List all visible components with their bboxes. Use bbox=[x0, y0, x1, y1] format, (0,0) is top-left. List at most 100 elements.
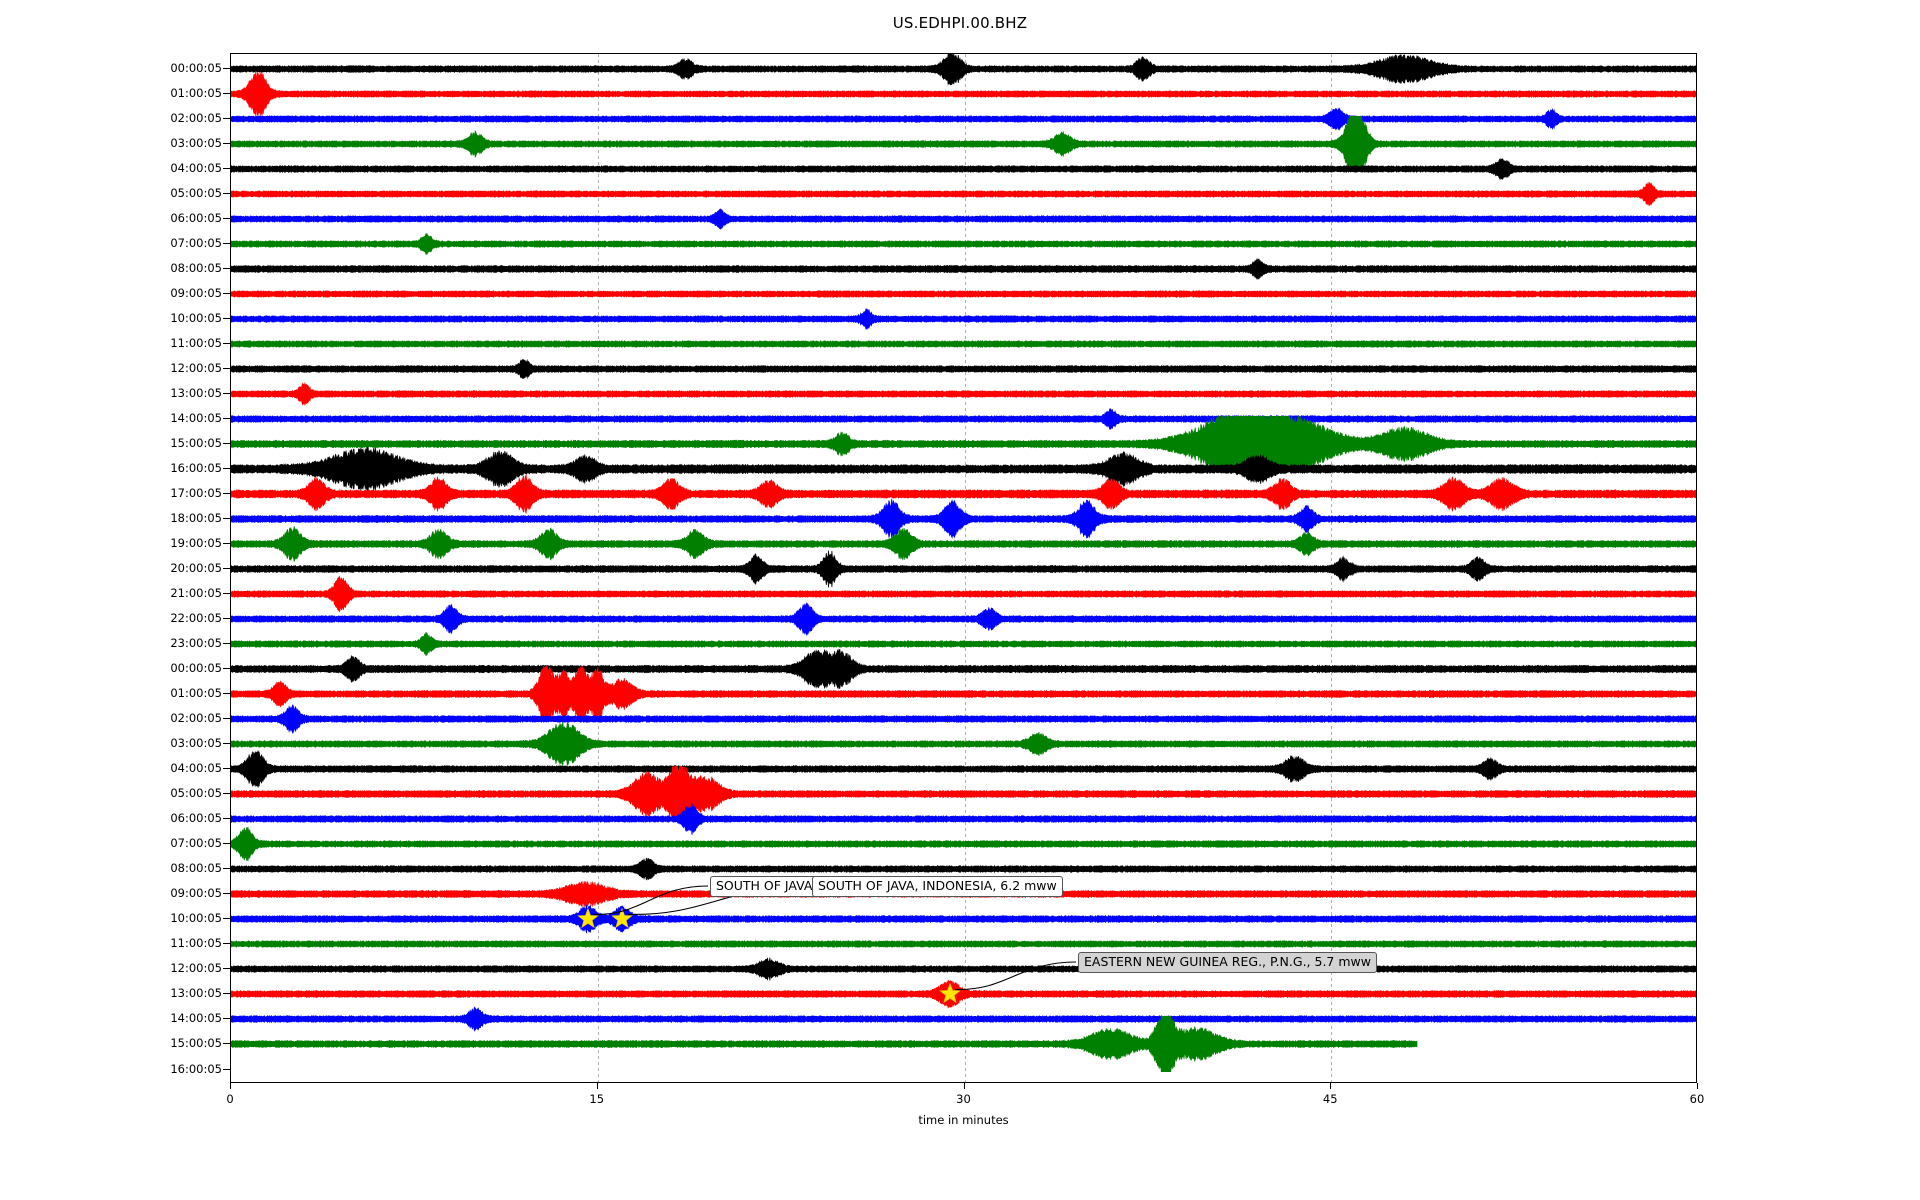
y-axis-tick-mark bbox=[223, 1018, 230, 1019]
y-axis-tick-mark bbox=[223, 818, 230, 819]
y-axis-tick-mark bbox=[223, 668, 230, 669]
y-axis-tick-mark bbox=[223, 243, 230, 244]
x-axis-tick-mark bbox=[230, 1083, 231, 1089]
y-axis-tick-mark bbox=[223, 768, 230, 769]
x-axis-tick-label: 45 bbox=[1323, 1092, 1338, 1106]
y-axis-tick-mark bbox=[223, 518, 230, 519]
y-axis-tick-mark bbox=[223, 718, 230, 719]
y-axis-tick-mark bbox=[223, 143, 230, 144]
y-axis-tick-mark bbox=[223, 993, 230, 994]
y-axis-tick-mark bbox=[223, 793, 230, 794]
y-axis-tick-mark bbox=[223, 68, 230, 69]
y-axis-tick-mark bbox=[223, 168, 230, 169]
y-axis-tick-label: 07:00:05 bbox=[170, 236, 222, 250]
y-axis-tick-label: 03:00:05 bbox=[170, 736, 222, 750]
y-axis-tick-label: 08:00:05 bbox=[170, 861, 222, 875]
y-axis-tick-mark bbox=[223, 268, 230, 269]
y-axis-tick-mark bbox=[223, 93, 230, 94]
y-axis-tick-label: 02:00:05 bbox=[170, 111, 222, 125]
y-axis-tick-mark bbox=[223, 443, 230, 444]
y-axis-tick-label: 08:00:05 bbox=[170, 261, 222, 275]
y-axis-tick-mark bbox=[223, 968, 230, 969]
y-axis-tick-label: 22:00:05 bbox=[170, 611, 222, 625]
y-axis-tick-label: 01:00:05 bbox=[170, 86, 222, 100]
y-axis-tick-mark bbox=[223, 618, 230, 619]
y-axis-tick-label: 10:00:05 bbox=[170, 911, 222, 925]
y-axis-tick-label: 17:00:05 bbox=[170, 486, 222, 500]
y-axis-tick-mark bbox=[223, 743, 230, 744]
y-axis-tick-mark bbox=[223, 943, 230, 944]
y-axis-tick-labels: 00:00:05 01:00:05 02:00:05 03:00:05 04:00:05… bbox=[0, 0, 222, 1200]
y-axis-tick-mark bbox=[223, 568, 230, 569]
y-axis-tick-label: 13:00:05 bbox=[170, 986, 222, 1000]
y-axis-tick-label: 00:00:05 bbox=[170, 661, 222, 675]
y-axis-tick-label: 15:00:05 bbox=[170, 1036, 222, 1050]
y-axis-tick-label: 04:00:05 bbox=[170, 761, 222, 775]
y-axis-tick-label: 14:00:05 bbox=[170, 1011, 222, 1025]
y-axis-tick-label: 21:00:05 bbox=[170, 586, 222, 600]
y-axis-tick-mark bbox=[223, 643, 230, 644]
y-axis-tick-label: 05:00:05 bbox=[170, 186, 222, 200]
y-axis-tick-mark bbox=[223, 393, 230, 394]
x-axis-tick-mark bbox=[964, 1083, 965, 1089]
x-axis-tick-label: 60 bbox=[1690, 1092, 1705, 1106]
event-annotation-label[interactable]: EASTERN NEW GUINEA REG., P.N.G., 5.7 mww bbox=[1078, 952, 1377, 973]
y-axis-tick-label: 19:00:05 bbox=[170, 536, 222, 550]
y-axis-tick-mark bbox=[223, 843, 230, 844]
y-axis-tick-mark bbox=[223, 468, 230, 469]
y-axis-tick-mark bbox=[223, 293, 230, 294]
y-axis-tick-label: 06:00:05 bbox=[170, 811, 222, 825]
y-axis-tick-mark bbox=[223, 1069, 230, 1070]
y-axis-tick-label: 12:00:05 bbox=[170, 961, 222, 975]
y-axis-tick-label: 09:00:05 bbox=[170, 286, 222, 300]
y-axis-tick-label: 07:00:05 bbox=[170, 836, 222, 850]
y-axis-tick-mark bbox=[223, 543, 230, 544]
y-axis-tick-label: 16:00:05 bbox=[170, 1062, 222, 1076]
y-axis-tick-mark bbox=[223, 918, 230, 919]
y-axis-tick-mark bbox=[223, 418, 230, 419]
y-axis-tick-mark bbox=[223, 118, 230, 119]
y-axis-tick-label: 09:00:05 bbox=[170, 886, 222, 900]
y-axis-tick-label: 05:00:05 bbox=[170, 786, 222, 800]
y-axis-tick-label: 15:00:05 bbox=[170, 436, 222, 450]
y-axis-tick-label: 16:00:05 bbox=[170, 461, 222, 475]
x-axis-tick-mark bbox=[1697, 1083, 1698, 1089]
y-axis-tick-mark bbox=[223, 193, 230, 194]
gridline bbox=[1331, 54, 1332, 1082]
gridline bbox=[965, 54, 966, 1082]
y-axis-tick-mark bbox=[223, 593, 230, 594]
y-axis-tick-label: 11:00:05 bbox=[170, 936, 222, 950]
x-axis-tick-mark bbox=[1330, 1083, 1331, 1089]
y-axis-tick-label: 13:00:05 bbox=[170, 386, 222, 400]
y-axis-tick-mark bbox=[223, 693, 230, 694]
y-axis-tick-label: 23:00:05 bbox=[170, 636, 222, 650]
y-axis-tick-label: 20:00:05 bbox=[170, 561, 222, 575]
x-axis-tick-label: 15 bbox=[589, 1092, 604, 1106]
y-axis-tick-mark bbox=[223, 1043, 230, 1044]
event-annotation-label[interactable]: SOUTH OF JAVA, INDONESIA, 6.2 mww bbox=[812, 876, 1063, 897]
y-axis-tick-mark bbox=[223, 218, 230, 219]
x-axis-tick-label: 0 bbox=[226, 1092, 233, 1106]
y-axis-tick-mark bbox=[223, 893, 230, 894]
plot-area bbox=[230, 53, 1697, 1083]
y-axis-tick-label: 03:00:05 bbox=[170, 136, 222, 150]
x-axis-tick-mark bbox=[597, 1083, 598, 1089]
y-axis-tick-label: 02:00:05 bbox=[170, 711, 222, 725]
y-axis-tick-label: 10:00:05 bbox=[170, 311, 222, 325]
y-axis-tick-mark bbox=[223, 368, 230, 369]
y-axis-tick-mark bbox=[223, 493, 230, 494]
y-axis-tick-mark bbox=[223, 343, 230, 344]
y-axis-tick-label: 11:00:05 bbox=[170, 336, 222, 350]
y-axis-tick-label: 14:00:05 bbox=[170, 411, 222, 425]
y-axis-tick-label: 06:00:05 bbox=[170, 211, 222, 225]
y-axis-tick-label: 12:00:05 bbox=[170, 361, 222, 375]
y-axis-tick-label: 04:00:05 bbox=[170, 161, 222, 175]
y-axis-tick-label: 01:00:05 bbox=[170, 686, 222, 700]
y-axis-tick-label: 00:00:05 bbox=[170, 61, 222, 75]
y-axis-tick-label: 18:00:05 bbox=[170, 511, 222, 525]
x-axis-label: time in minutes bbox=[230, 1113, 1697, 1127]
page-title: US.EDHPI.00.BHZ bbox=[0, 14, 1920, 32]
y-axis-tick-mark bbox=[223, 318, 230, 319]
y-axis-tick-mark bbox=[223, 868, 230, 869]
